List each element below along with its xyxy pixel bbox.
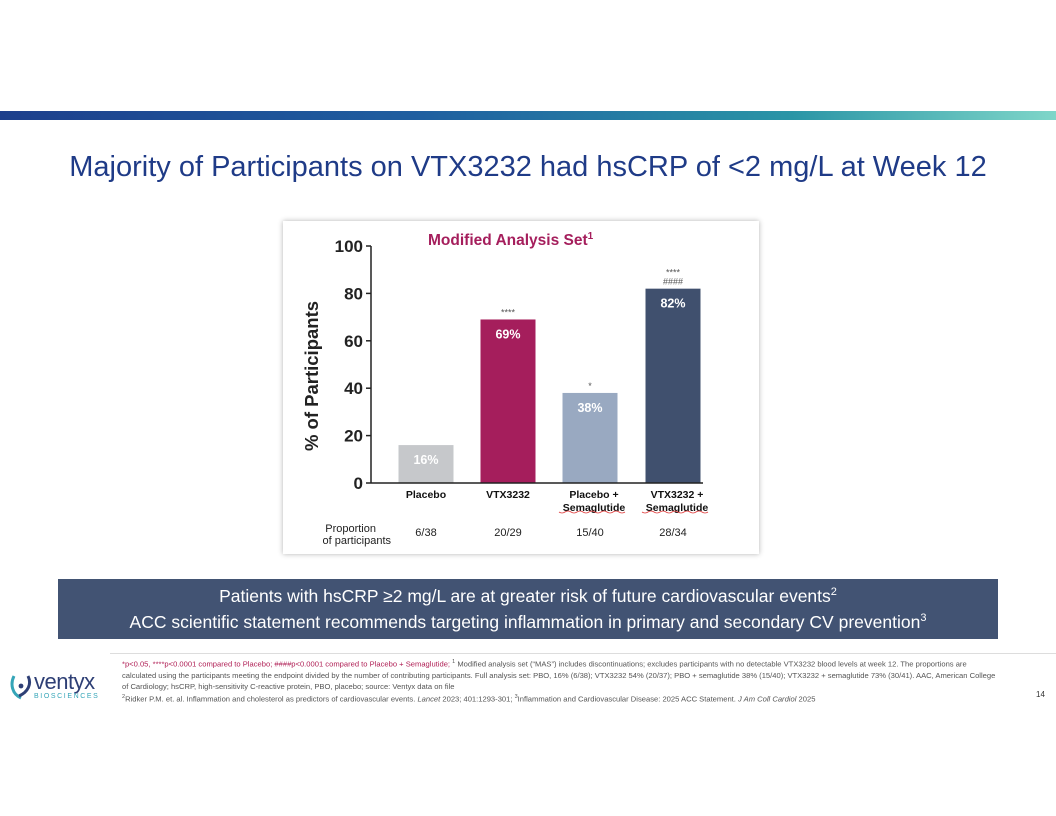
footnote-1: Modified analysis set (“MAS”) includes d… xyxy=(122,659,996,691)
header-gradient-bar xyxy=(0,111,1056,120)
footnotes: *p<0.05, ****p<0.0001 compared to Placeb… xyxy=(122,659,996,704)
banner-line-2: ACC scientific statement recommends targ… xyxy=(129,612,927,632)
data-label: 16% xyxy=(413,453,438,467)
y-tick-label: 20 xyxy=(344,427,363,446)
y-tick-label: 40 xyxy=(344,379,363,398)
footnote-2: Ridker P.M. et. al. Inflammation and cho… xyxy=(125,694,416,704)
data-label: 82% xyxy=(660,297,685,311)
ventyx-logo-icon xyxy=(10,675,32,700)
proportion-row-label: Proportion xyxy=(325,523,376,535)
key-message-banner: Patients with hsCRP ≥2 mg/L are at great… xyxy=(58,579,998,639)
y-axis-label: % of Participants xyxy=(301,301,322,451)
proportion-value: 28/34 xyxy=(659,527,687,539)
category-label: Placebo + xyxy=(569,489,618,501)
y-tick-label: 0 xyxy=(354,474,363,493)
footer-divider xyxy=(110,653,1056,654)
banner-line-1: Patients with hsCRP ≥2 mg/L are at great… xyxy=(219,586,837,606)
category-label: VTX3232 xyxy=(486,489,530,501)
logo-subtitle: BIOSCIENCES xyxy=(34,693,100,700)
proportion-value: 15/40 xyxy=(576,527,604,539)
proportion-row-label: of participants xyxy=(323,535,392,547)
significance-marker: **** xyxy=(501,307,516,317)
significance-marker: * xyxy=(588,381,592,391)
spellcheck-underline xyxy=(558,510,626,514)
data-label: 69% xyxy=(495,327,520,341)
company-logo: ventyx BIOSCIENCES xyxy=(10,669,100,704)
bar xyxy=(645,288,701,483)
proportion-value: 6/38 xyxy=(415,527,436,539)
significance-marker: #### xyxy=(663,277,683,287)
page-number: 14 xyxy=(1036,690,1045,699)
footnote-3: Inflammation and Cardiovascular Disease:… xyxy=(517,694,736,704)
chart-title: Modified Analysis Set1 xyxy=(428,231,594,249)
y-tick-label: 100 xyxy=(335,237,363,256)
data-label: 38% xyxy=(577,401,602,415)
bar xyxy=(562,392,618,483)
significance-note: *p<0.05, ****p<0.0001 compared to Placeb… xyxy=(122,659,451,669)
y-tick-label: 80 xyxy=(344,284,363,303)
proportion-value: 20/29 xyxy=(494,527,522,539)
category-label: Placebo xyxy=(406,489,446,501)
category-label: VTX3232 + xyxy=(651,489,704,501)
logo-wordmark: ventyx xyxy=(34,669,95,694)
significance-marker: **** xyxy=(666,268,681,278)
bar xyxy=(480,319,536,483)
bar-chart: Modified Analysis Set1 % of Participants… xyxy=(301,231,709,547)
chart-panel: Modified Analysis Set1 % of Participants… xyxy=(283,221,759,554)
y-tick-label: 60 xyxy=(344,332,363,351)
bar xyxy=(398,445,454,483)
slide-title: Majority of Participants on VTX3232 had … xyxy=(69,151,987,183)
spellcheck-underline xyxy=(641,510,709,514)
